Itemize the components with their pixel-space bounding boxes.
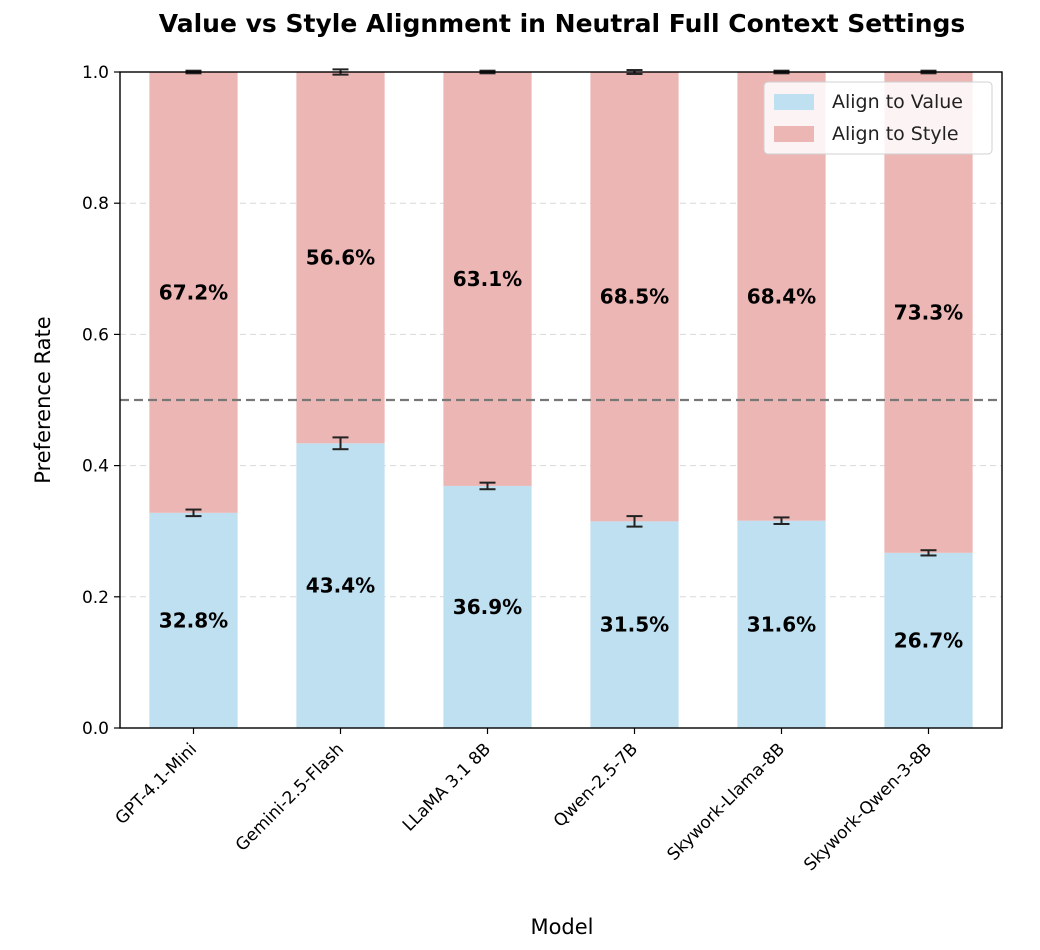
x-tick-label: Gemini-2.5-Flash xyxy=(232,739,348,855)
bar-value xyxy=(149,512,238,728)
x-tick-label: Qwen-2.5-7B xyxy=(550,739,642,831)
bar-style xyxy=(443,72,532,486)
y-tick-label: 1.0 xyxy=(82,63,109,83)
bar-value xyxy=(443,485,532,728)
x-axis-label: Model xyxy=(530,915,593,939)
bar-value-label: 67.2% xyxy=(159,280,228,304)
y-tick-label: 0.8 xyxy=(82,194,109,214)
bar-value xyxy=(590,521,679,728)
legend-box xyxy=(763,81,993,155)
y-tick-label: 0.0 xyxy=(82,719,109,739)
bar-value xyxy=(296,443,385,728)
bar-value-label: 32.8% xyxy=(159,608,228,632)
bar-value-label: 73.3% xyxy=(894,300,963,324)
x-tick-label: LLaMA 3.1 8B xyxy=(399,739,495,835)
error-bars xyxy=(185,68,937,557)
bar-value-label: 26.7% xyxy=(894,628,963,652)
y-tick-label: 0.4 xyxy=(82,457,109,477)
bar-labels: 32.8% 43.4% 36.9% 31.5% 31.6% 26.7% 67.2% 56.6%… xyxy=(159,246,963,653)
y-tick-label: 0.6 xyxy=(82,325,109,345)
error-bar xyxy=(332,436,349,451)
chart-title: Value vs Style Alignment in Neutral Full… xyxy=(159,9,966,38)
bar-style xyxy=(590,72,679,522)
y-axis-label: Preference Rate xyxy=(31,316,55,483)
x-tick-label: Skywork-Qwen-3-8B xyxy=(800,739,936,875)
error-bar xyxy=(773,516,790,525)
bar-value xyxy=(737,520,826,728)
bar-value-label: 31.5% xyxy=(600,613,669,637)
x-axis-ticks: GPT-4.1-Mini Gemini-2.5-Flash LLaMA 3.1 8B… xyxy=(112,728,936,875)
bar-value xyxy=(884,552,973,728)
error-bar xyxy=(185,508,202,518)
error-bar xyxy=(626,515,643,528)
y-tick-label: 0.2 xyxy=(82,588,109,608)
error-bar xyxy=(479,481,496,491)
legend-swatch xyxy=(774,94,814,110)
plot-frame xyxy=(119,71,1003,729)
bar-style xyxy=(296,72,385,444)
y-axis-ticks: 0.0 0.2 0.4 0.6 0.8 1.0 xyxy=(82,63,120,739)
legend: Align to Value Align to Style xyxy=(763,81,993,155)
bar-value-label: 68.4% xyxy=(747,284,816,308)
bar-value-label: 36.9% xyxy=(453,595,522,619)
legend-swatch xyxy=(774,126,814,142)
legend-entry: Align to Style xyxy=(832,123,959,145)
x-tick-label: Skywork-Llama-8B xyxy=(663,739,789,865)
bar-style xyxy=(149,72,238,513)
bar-value-label: 56.6% xyxy=(306,246,375,270)
bar-value-label: 68.5% xyxy=(600,285,669,309)
gridlines xyxy=(120,202,1002,598)
x-tick-label: GPT-4.1-Mini xyxy=(112,739,201,828)
bar-value-label: 43.4% xyxy=(306,574,375,598)
bar-value-label: 63.1% xyxy=(453,267,522,291)
error-bar xyxy=(920,549,937,557)
bar-value-label: 31.6% xyxy=(747,612,816,636)
legend-entry: Align to Value xyxy=(832,91,963,113)
